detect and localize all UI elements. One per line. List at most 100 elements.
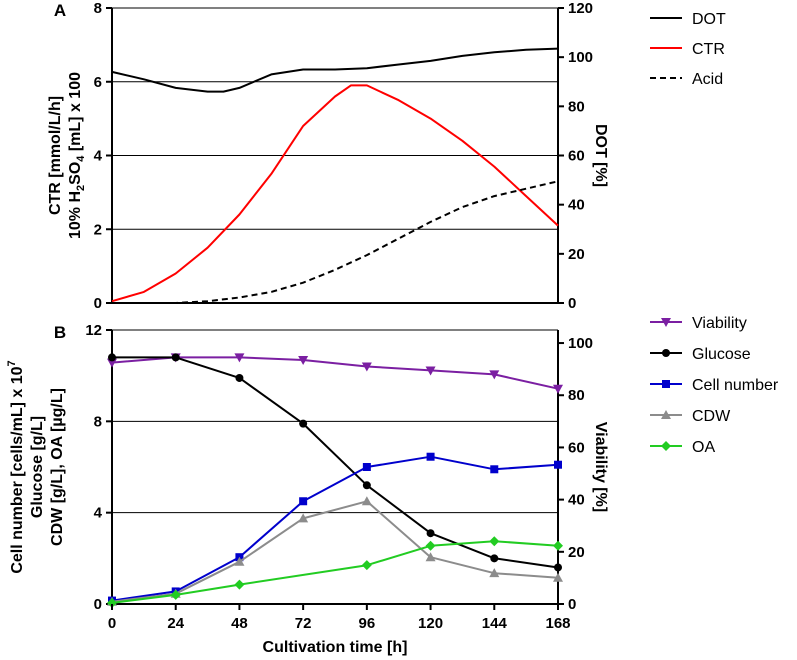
data-point-glucose bbox=[362, 481, 371, 490]
data-point-cdw bbox=[298, 513, 309, 523]
y-tick-label-right: 20 bbox=[568, 246, 585, 263]
y-tick-label-right: 0 bbox=[568, 596, 576, 613]
data-point-oa bbox=[107, 597, 117, 608]
y-axis-label-left-line2: Glucose [g/L] bbox=[29, 416, 46, 518]
x-tick-label: 48 bbox=[231, 615, 248, 632]
legend-marker-cell-number bbox=[662, 380, 670, 388]
legend-label-ctr: CTR bbox=[692, 41, 725, 58]
data-point-glucose bbox=[171, 353, 180, 362]
data-point-glucose bbox=[108, 353, 116, 362]
y-tick-label-right: 80 bbox=[568, 98, 585, 115]
data-point-viability bbox=[489, 370, 500, 380]
y-tick-label-right: 20 bbox=[568, 544, 585, 561]
data-point-cell-number bbox=[554, 460, 562, 469]
label-part: 2 bbox=[75, 185, 87, 191]
legend-marker-viability bbox=[661, 318, 671, 327]
data-point-cell-number bbox=[362, 463, 371, 471]
data-point-cdw bbox=[489, 568, 500, 578]
data-point-glucose bbox=[554, 563, 562, 572]
y-tick-label-left: 6 bbox=[94, 74, 102, 91]
data-point-cell-number bbox=[299, 497, 308, 506]
data-point-cell-number bbox=[426, 452, 435, 461]
y-axis-label-left-line1: Cell number [cells/mL] x 107 bbox=[6, 360, 26, 573]
series-line-cell-number bbox=[111, 455, 559, 602]
y-tick-label-right: 60 bbox=[568, 439, 585, 456]
panel-label: B bbox=[54, 323, 66, 342]
data-point-glucose bbox=[299, 419, 308, 428]
data-point-glucose bbox=[490, 554, 499, 563]
x-tick-label: 24 bbox=[167, 615, 184, 632]
legend-marker-glucose bbox=[662, 349, 670, 357]
legend-label-dot: DOT bbox=[692, 11, 726, 28]
x-tick-label: 168 bbox=[545, 615, 570, 632]
y-tick-label-left: 2 bbox=[94, 221, 102, 238]
legend-label-glucose: Glucose bbox=[692, 346, 751, 363]
panel-label: A bbox=[54, 1, 66, 20]
data-point-viability bbox=[361, 362, 372, 372]
series-line-acid bbox=[112, 180, 559, 304]
data-point-oa bbox=[489, 536, 500, 547]
data-point-viability bbox=[553, 384, 563, 394]
series-line-viability bbox=[111, 356, 559, 390]
legend-label-cdw: CDW bbox=[692, 408, 731, 425]
data-point-viability bbox=[234, 353, 245, 363]
data-point-oa bbox=[361, 560, 372, 571]
label-part: SO bbox=[67, 162, 84, 185]
data-point-cdw bbox=[425, 552, 436, 562]
y-axis-label-left-line3: CDW [g/L], OA [µg/L] bbox=[49, 388, 66, 546]
legend-label-cell-number: Cell number bbox=[692, 377, 779, 394]
data-point-glucose bbox=[426, 529, 435, 538]
y-tick-label-right: 0 bbox=[568, 295, 576, 312]
label-part: Cell number [cells/mL] x 10 bbox=[9, 366, 26, 573]
y-tick-label-left: 12 bbox=[85, 322, 102, 339]
data-point-cdw bbox=[361, 496, 372, 506]
legend-label-viability: Viability bbox=[692, 315, 747, 332]
data-point-cdw bbox=[553, 572, 563, 582]
legend-label-acid: Acid bbox=[692, 71, 723, 88]
y-tick-label-right: 120 bbox=[568, 0, 593, 17]
legend-marker-oa bbox=[661, 441, 671, 451]
y-tick-label-right: 40 bbox=[568, 197, 585, 214]
data-point-glucose bbox=[235, 373, 244, 382]
y-tick-label-left: 0 bbox=[94, 295, 102, 312]
label-part-sup: 7 bbox=[6, 360, 18, 366]
x-tick-label: 120 bbox=[418, 615, 443, 632]
data-point-viability bbox=[425, 366, 436, 376]
y-axis-label-left-line1: CTR [mmol/L/h] bbox=[47, 96, 64, 215]
y-tick-label-left: 8 bbox=[94, 413, 102, 430]
y-tick-label-left: 8 bbox=[94, 0, 102, 17]
y-axis-label-right: Viability [%] bbox=[592, 422, 609, 512]
label-part: 10% H bbox=[67, 191, 84, 239]
data-point-oa bbox=[234, 579, 245, 590]
y-tick-label-right: 100 bbox=[568, 335, 593, 352]
label-part: [mL] x 100 bbox=[67, 72, 84, 156]
legend-marker-cdw bbox=[661, 410, 671, 419]
data-point-cdw bbox=[234, 556, 245, 566]
data-point-oa bbox=[170, 589, 181, 600]
series-line-glucose bbox=[112, 356, 559, 569]
x-axis-label: Cultivation time [h] bbox=[263, 639, 408, 656]
legend-label-oa: OA bbox=[692, 439, 715, 456]
y-tick-label-right: 80 bbox=[568, 387, 585, 404]
y-tick-label-left: 4 bbox=[94, 148, 103, 165]
data-point-oa bbox=[425, 540, 436, 551]
y-tick-label-right: 60 bbox=[568, 148, 585, 165]
series-line-dot bbox=[111, 47, 559, 93]
x-tick-label: 72 bbox=[295, 615, 312, 632]
x-tick-label: 144 bbox=[482, 615, 508, 632]
y-tick-label-left: 4 bbox=[94, 505, 103, 522]
y-axis-label-left-line2: 10% H2SO4 [mL] x 100 bbox=[67, 72, 87, 239]
data-point-cell-number bbox=[490, 465, 499, 474]
x-tick-label: 0 bbox=[108, 615, 116, 632]
data-point-oa bbox=[553, 540, 563, 551]
y-tick-label-right: 40 bbox=[568, 492, 585, 509]
series-line-ctr bbox=[111, 84, 559, 303]
x-tick-label: 96 bbox=[359, 615, 376, 632]
y-tick-label-right: 100 bbox=[568, 49, 593, 66]
y-tick-label-left: 0 bbox=[94, 596, 102, 613]
y-axis-label-right: DOT [%] bbox=[592, 124, 609, 187]
series-line-cdw bbox=[111, 500, 559, 603]
